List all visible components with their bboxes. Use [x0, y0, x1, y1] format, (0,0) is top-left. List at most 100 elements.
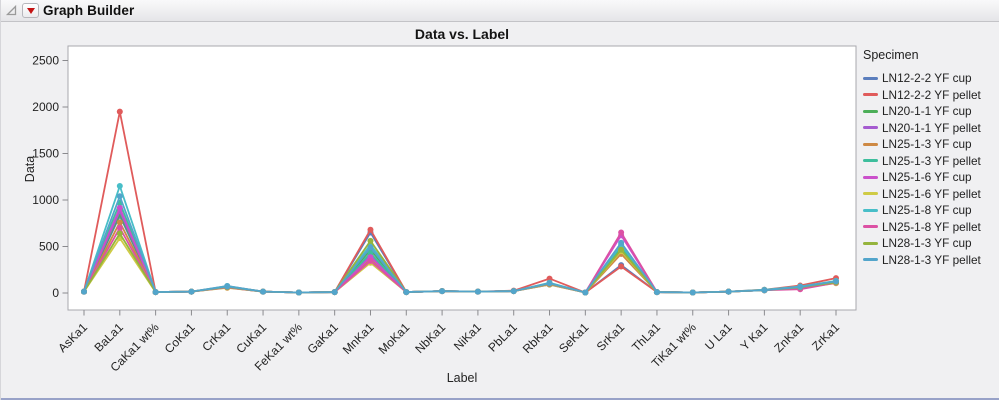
legend-item[interactable]: LN25-1-6 YF cup — [863, 169, 997, 186]
legend-label: LN28-1-3 YF pellet — [882, 252, 981, 267]
data-point[interactable] — [546, 275, 553, 282]
y-tick-label: 2500 — [32, 54, 59, 68]
legend-item[interactable]: LN12-2-2 YF cup — [863, 70, 997, 87]
x-tick-label: ZnKa1 — [771, 320, 806, 355]
legend-label: LN20-1-1 YF cup — [882, 104, 972, 119]
data-point[interactable] — [403, 289, 410, 296]
legend-label: LN12-2-2 YF pellet — [882, 87, 981, 102]
data-point[interactable] — [367, 257, 374, 264]
data-point[interactable] — [618, 239, 625, 246]
series-line-11[interactable] — [83, 195, 837, 294]
data-point[interactable] — [761, 287, 768, 294]
data-point[interactable] — [260, 288, 267, 295]
data-point[interactable] — [116, 230, 123, 237]
legend-label: LN28-1-3 YF cup — [882, 236, 972, 251]
data-point[interactable] — [653, 289, 660, 296]
legend-swatch — [863, 126, 878, 130]
data-point[interactable] — [725, 288, 732, 295]
legend-swatch — [863, 109, 878, 113]
data-point[interactable] — [618, 229, 625, 236]
y-tick-label: 2000 — [32, 100, 59, 114]
legend-item[interactable]: LN25-1-6 YF pellet — [863, 186, 997, 203]
window-bottom-border — [1, 398, 999, 400]
legend-swatch — [863, 175, 878, 179]
legend-label: LN25-1-3 YF cup — [882, 137, 972, 152]
legend-label: LN25-1-3 YF pellet — [882, 153, 981, 168]
data-point[interactable] — [116, 219, 123, 226]
data-point[interactable] — [510, 288, 517, 295]
legend-swatch — [863, 76, 878, 80]
legend-item[interactable]: LN28-1-3 YF cup — [863, 235, 997, 252]
data-point[interactable] — [116, 193, 123, 200]
legend-swatch — [863, 241, 878, 245]
disclosure-triangle-icon[interactable] — [5, 4, 18, 17]
legend-label: LN12-2-2 YF cup — [882, 71, 972, 86]
legend-label: LN20-1-1 YF pellet — [882, 120, 981, 135]
x-tick-label: PbLa1 — [485, 320, 520, 355]
data-point[interactable] — [367, 250, 374, 257]
data-point[interactable] — [224, 283, 231, 290]
data-point[interactable] — [618, 263, 625, 270]
x-tick-label: ThLa1 — [629, 320, 663, 354]
data-point[interactable] — [295, 289, 302, 296]
data-point[interactable] — [188, 288, 195, 295]
x-tick-label: BaLa1 — [91, 320, 126, 355]
x-tick-label: SeKa1 — [556, 320, 592, 356]
data-point[interactable] — [116, 108, 123, 115]
window-title: Graph Builder — [43, 3, 135, 18]
legend-swatch — [863, 192, 878, 196]
data-point[interactable] — [689, 289, 696, 296]
data-point[interactable] — [331, 289, 338, 296]
legend-item[interactable]: LN25-1-8 YF pellet — [863, 219, 997, 236]
x-tick-label: ZrKa1 — [809, 320, 842, 353]
data-point[interactable] — [546, 280, 553, 287]
x-tick-label: CrKa1 — [199, 320, 233, 354]
y-tick-label: 500 — [39, 240, 59, 254]
y-tick-label: 0 — [52, 286, 59, 300]
data-point[interactable] — [474, 288, 481, 295]
x-tick-label: U La1 — [702, 320, 735, 353]
legend-item[interactable]: LN28-1-3 YF pellet — [863, 252, 997, 269]
legend-item[interactable]: LN25-1-3 YF pellet — [863, 153, 997, 170]
legend-item[interactable]: LN25-1-8 YF cup — [863, 202, 997, 219]
legend-label: LN25-1-8 YF pellet — [882, 219, 981, 234]
data-point[interactable] — [439, 288, 446, 295]
red-triangle-menu-button[interactable] — [22, 3, 39, 18]
data-point[interactable] — [367, 237, 374, 244]
chart-title: Data vs. Label — [414, 26, 510, 42]
data-point[interactable] — [81, 288, 87, 295]
data-point[interactable] — [582, 289, 589, 296]
legend-items: LN12-2-2 YF cup LN12-2-2 YF pellet LN20-1-… — [863, 70, 997, 268]
legend-label: LN25-1-6 YF pellet — [882, 186, 981, 201]
x-axis-title: Label — [446, 371, 478, 385]
data-point[interactable] — [116, 204, 123, 211]
legend-label: LN25-1-6 YF cup — [882, 170, 972, 185]
x-tick-label: MnKa1 — [340, 320, 377, 357]
legend-item[interactable]: LN20-1-1 YF pellet — [863, 120, 997, 137]
data-point[interactable] — [116, 183, 123, 190]
legend-item[interactable]: LN20-1-1 YF cup — [863, 103, 997, 120]
plot-area[interactable] — [67, 45, 857, 311]
x-tick-label: NiKa1 — [451, 320, 484, 353]
data-point[interactable] — [618, 246, 625, 253]
data-point[interactable] — [152, 289, 159, 296]
data-point[interactable] — [116, 224, 123, 231]
x-tick-label: AsKa1 — [55, 320, 90, 355]
legend-swatch — [863, 159, 878, 163]
legend-swatch — [863, 93, 878, 97]
data-point[interactable] — [797, 283, 804, 290]
title-bar: Graph Builder — [1, 0, 999, 22]
data-point[interactable] — [367, 244, 374, 251]
data-point[interactable] — [367, 226, 374, 233]
legend-item[interactable]: LN25-1-3 YF cup — [863, 136, 997, 153]
legend-item[interactable]: LN12-2-2 YF pellet — [863, 87, 997, 104]
legend-label: LN25-1-8 YF cup — [882, 203, 972, 218]
legend-swatch — [863, 208, 878, 212]
data-point[interactable] — [833, 278, 839, 285]
y-tick-label: 1500 — [32, 147, 59, 161]
red-triangle-icon — [26, 7, 35, 14]
x-tick-label: NbKa1 — [412, 320, 448, 356]
x-tick-label: CoKa1 — [162, 320, 198, 356]
y-tick-label: 1000 — [32, 193, 59, 207]
